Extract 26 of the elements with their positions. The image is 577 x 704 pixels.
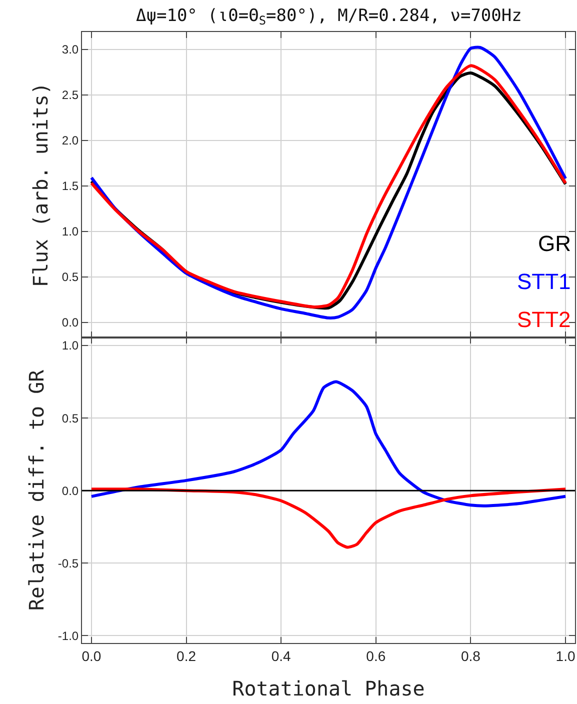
text: GR [538,231,571,256]
x-tick-label: 0.4 [271,648,292,664]
chart-title: Δψ=10° (ι0=Θ$_{S}$=80°), M/R=0.284, ν=700Hz [136,6,522,28]
y-tick-label: -1.0 [58,628,79,643]
x-tick-label: 0.6 [366,648,386,664]
y-tick-label: 0.0 [62,484,79,498]
y-tick-label: 2.0 [62,134,79,148]
y-tick-label: 1.5 [62,179,79,194]
text: STT1 [517,269,571,294]
line-series [90,380,568,508]
y-tick-label: -0.5 [58,556,79,570]
y-tick-label: 0.5 [62,411,79,426]
y-tick-label: 0.5 [62,270,79,284]
y-tick-label: 2.5 [62,88,79,102]
y-axis-title: Flux (arb. units) [28,82,52,288]
y-tick-label: 1.0 [62,224,79,239]
y-axis-title: Relative diff. to GR [24,368,48,611]
x-tick-label: 0.0 [82,648,102,664]
x-tick-label: 0.2 [176,648,196,664]
text: STT2 [517,307,571,332]
y-tick-label: 0.0 [62,316,79,330]
x-axis-title: Rotational Phase [232,676,425,700]
y-tick-label: 3.0 [62,42,79,56]
x-tick-label: 1.0 [556,648,576,664]
y-tick-label: 1.0 [62,338,79,353]
x-tick-label: 0.8 [460,648,481,664]
